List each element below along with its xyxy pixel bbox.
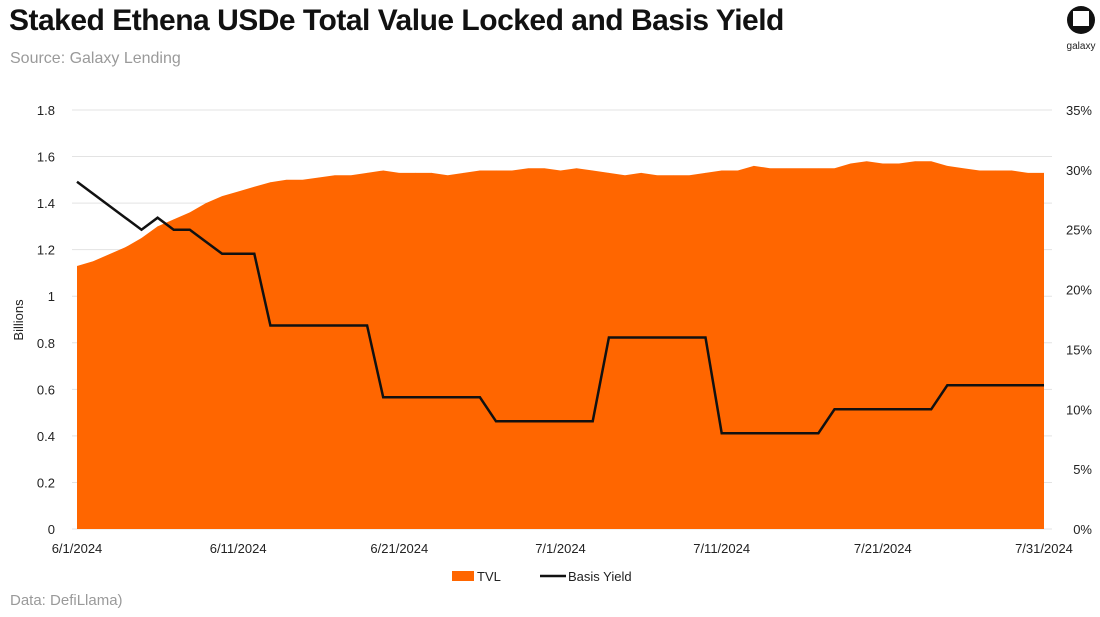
x-tick-label: 6/1/2024 [52, 541, 103, 556]
y2-tick-label: 25% [1066, 223, 1092, 238]
galaxy-logo-icon [1067, 6, 1095, 34]
y-tick-label: 0.6 [37, 382, 55, 397]
legend-tvl-label: TVL [477, 569, 501, 584]
y-tick-label: 0.4 [37, 429, 55, 444]
y-tick-label: 1.6 [37, 150, 55, 165]
x-tick-label: 7/31/2024 [1015, 541, 1073, 556]
footer-note: Data: DefiLlama) [10, 592, 123, 609]
tvl-area [77, 161, 1044, 529]
x-tick-label: 7/21/2024 [854, 541, 912, 556]
y2-tick-label: 15% [1066, 342, 1092, 357]
y-tick-label: 1.8 [37, 103, 55, 118]
y2-tick-label: 10% [1066, 402, 1092, 417]
chart-subtitle: Source: Galaxy Lending [10, 50, 181, 67]
y-tick-label: 0 [48, 522, 55, 537]
y-axis-label: Billions [11, 299, 26, 341]
x-tick-label: 7/1/2024 [535, 541, 586, 556]
y-tick-label: 0.8 [37, 336, 55, 351]
y2-tick-label: 0% [1073, 522, 1092, 537]
x-tick-label: 6/21/2024 [370, 541, 428, 556]
legend-yield-label: Basis Yield [568, 569, 632, 584]
x-tick-label: 6/11/2024 [210, 541, 267, 556]
y-tick-label: 0.2 [37, 475, 55, 490]
y2-tick-label: 35% [1066, 103, 1092, 118]
legend-tvl-swatch [452, 571, 474, 581]
y-tick-label: 1.4 [37, 196, 55, 211]
y2-tick-label: 5% [1073, 462, 1092, 477]
galaxy-logo: galaxy [1063, 5, 1099, 52]
y-tick-label: 1.2 [37, 243, 55, 258]
logo-text: galaxy [1066, 41, 1096, 52]
y-tick-label: 1 [48, 289, 55, 304]
y2-tick-label: 20% [1066, 283, 1092, 298]
y2-tick-label: 30% [1066, 163, 1092, 178]
x-tick-label: 7/11/2024 [693, 541, 750, 556]
chart-title: Staked Ethena USDe Total Value Locked an… [9, 4, 784, 37]
